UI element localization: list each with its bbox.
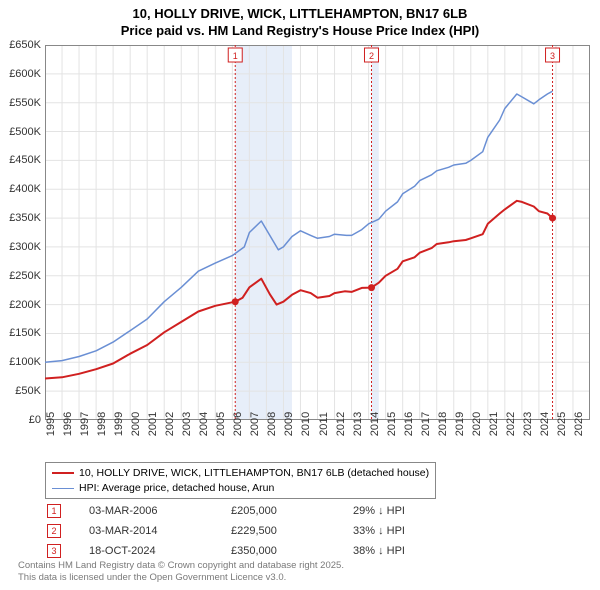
x-tick-label: 2016 xyxy=(403,412,415,436)
chart-container: 10, HOLLY DRIVE, WICK, LITTLEHAMPTON, BN… xyxy=(0,0,600,590)
legend-item: 10, HOLLY DRIVE, WICK, LITTLEHAMPTON, BN… xyxy=(52,466,429,481)
svg-text:2: 2 xyxy=(369,51,374,61)
footer-attribution: Contains HM Land Registry data © Crown c… xyxy=(18,560,344,584)
legend: 10, HOLLY DRIVE, WICK, LITTLEHAMPTON, BN… xyxy=(45,462,436,499)
marker-badge: 2 xyxy=(47,524,61,538)
y-tick-label: £150K xyxy=(9,327,41,339)
marker-row: 2 03-MAR-2014£229,50033% ↓ HPI xyxy=(47,522,453,540)
y-tick-label: £50K xyxy=(15,385,41,397)
x-tick-label: 2012 xyxy=(335,412,347,436)
marker-delta: 33% ↓ HPI xyxy=(353,522,453,540)
x-tick-label: 2015 xyxy=(386,412,398,436)
y-tick-label: £550K xyxy=(9,97,41,109)
y-tick-label: £250K xyxy=(9,270,41,282)
marker-date: 03-MAR-2006 xyxy=(89,502,229,520)
marker-badge: 3 xyxy=(47,544,61,558)
y-axis: £0£50K£100K£150K£200K£250K£300K£350K£400… xyxy=(0,45,45,420)
chart-svg: 1 2 3 xyxy=(45,45,590,420)
marker-date: 03-MAR-2014 xyxy=(89,522,229,540)
x-tick-label: 1997 xyxy=(79,412,91,436)
x-tick-label: 2026 xyxy=(573,412,585,436)
x-tick-label: 2005 xyxy=(215,412,227,436)
y-tick-label: £450K xyxy=(9,154,41,166)
legend-swatch xyxy=(52,472,74,474)
footer-line-2: This data is licensed under the Open Gov… xyxy=(18,572,344,584)
marker-badge: 1 xyxy=(47,504,61,518)
x-tick-label: 2004 xyxy=(198,412,210,436)
x-tick-label: 2023 xyxy=(522,412,534,436)
x-tick-label: 1999 xyxy=(113,412,125,436)
x-tick-label: 2009 xyxy=(283,412,295,436)
x-tick-label: 2008 xyxy=(266,412,278,436)
y-tick-label: £650K xyxy=(9,39,41,51)
x-tick-label: 2000 xyxy=(130,412,142,436)
y-tick-label: £500K xyxy=(9,126,41,138)
y-tick-label: £400K xyxy=(9,183,41,195)
x-tick-label: 2025 xyxy=(556,412,568,436)
x-axis: 1995199619971998199920002001200220032004… xyxy=(45,420,590,460)
x-tick-label: 2007 xyxy=(249,412,261,436)
legend-swatch xyxy=(52,488,74,489)
legend-label: HPI: Average price, detached house, Arun xyxy=(79,481,274,496)
legend-label: 10, HOLLY DRIVE, WICK, LITTLEHAMPTON, BN… xyxy=(79,466,429,481)
x-tick-label: 2011 xyxy=(318,412,330,436)
title-line-1: 10, HOLLY DRIVE, WICK, LITTLEHAMPTON, BN… xyxy=(0,6,600,23)
y-tick-label: £300K xyxy=(9,241,41,253)
x-tick-label: 1998 xyxy=(96,412,108,436)
x-tick-label: 2013 xyxy=(352,412,364,436)
x-tick-label: 2001 xyxy=(147,412,159,436)
marker-row: 3 18-OCT-2024£350,00038% ↓ HPI xyxy=(47,542,453,560)
x-tick-label: 2019 xyxy=(454,412,466,436)
x-tick-label: 2024 xyxy=(539,412,551,436)
x-tick-label: 2010 xyxy=(300,412,312,436)
x-tick-label: 2003 xyxy=(181,412,193,436)
x-tick-label: 2006 xyxy=(232,412,244,436)
y-tick-label: £350K xyxy=(9,212,41,224)
marker-price: £205,000 xyxy=(231,502,351,520)
footer-line-1: Contains HM Land Registry data © Crown c… xyxy=(18,560,344,572)
marker-delta: 29% ↓ HPI xyxy=(353,502,453,520)
marker-delta: 38% ↓ HPI xyxy=(353,542,453,560)
y-tick-label: £0 xyxy=(29,414,41,426)
x-tick-label: 1996 xyxy=(62,412,74,436)
marker-date: 18-OCT-2024 xyxy=(89,542,229,560)
svg-text:1: 1 xyxy=(233,51,238,61)
x-tick-label: 2022 xyxy=(505,412,517,436)
x-tick-label: 1995 xyxy=(45,412,57,436)
plot-area: 1 2 3 xyxy=(45,45,590,420)
x-tick-label: 2021 xyxy=(488,412,500,436)
marker-price: £350,000 xyxy=(231,542,351,560)
y-tick-label: £200K xyxy=(9,299,41,311)
marker-row: 1 03-MAR-2006£205,00029% ↓ HPI xyxy=(47,502,453,520)
y-tick-label: £600K xyxy=(9,68,41,80)
y-tick-label: £100K xyxy=(9,356,41,368)
x-tick-label: 2020 xyxy=(471,412,483,436)
svg-text:3: 3 xyxy=(550,51,555,61)
chart-title: 10, HOLLY DRIVE, WICK, LITTLEHAMPTON, BN… xyxy=(0,0,600,40)
x-tick-label: 2014 xyxy=(369,412,381,436)
x-tick-label: 2017 xyxy=(420,412,432,436)
marker-price: £229,500 xyxy=(231,522,351,540)
title-line-2: Price paid vs. HM Land Registry's House … xyxy=(0,23,600,40)
legend-item: HPI: Average price, detached house, Arun xyxy=(52,481,429,496)
marker-table: 1 03-MAR-2006£205,00029% ↓ HPI 2 03-MAR-201… xyxy=(45,500,455,562)
x-tick-label: 2018 xyxy=(437,412,449,436)
x-tick-label: 2002 xyxy=(164,412,176,436)
